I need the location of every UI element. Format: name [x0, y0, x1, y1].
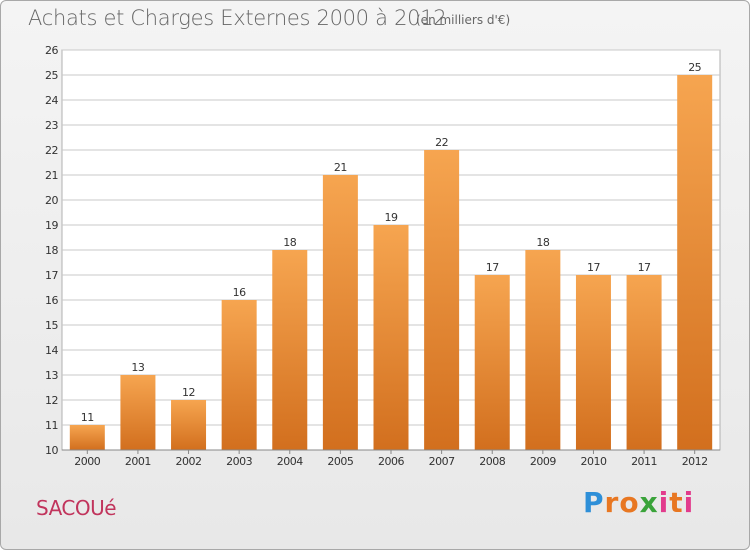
proxiti-logo: Proxiti	[583, 486, 694, 519]
bar	[525, 250, 561, 450]
y-tick-label: 23	[45, 119, 58, 132]
data-label: 12	[182, 386, 195, 399]
data-label: 11	[81, 411, 94, 424]
logo-letter: o	[619, 486, 640, 519]
y-tick-label: 22	[45, 144, 58, 157]
chart-subtitle: (en milliers d'€)	[416, 13, 511, 27]
data-label: 13	[131, 361, 144, 374]
data-label: 16	[233, 286, 246, 299]
y-tick-label: 12	[45, 394, 58, 407]
bar	[626, 275, 662, 450]
y-tick-label: 26	[45, 44, 58, 57]
chart-title: Achats et Charges Externes 2000 à 2012	[28, 6, 447, 30]
data-label: 17	[638, 261, 651, 274]
x-tick-label: 2001	[125, 455, 151, 468]
bar	[424, 150, 460, 450]
y-tick-label: 19	[45, 219, 58, 232]
logo-letter: t	[669, 486, 684, 519]
x-tick-label: 2003	[226, 455, 252, 468]
x-tick-label: 2002	[176, 455, 202, 468]
data-label: 22	[435, 136, 448, 149]
logo-letter: i	[683, 486, 695, 519]
data-label: 17	[587, 261, 600, 274]
y-tick-label: 18	[45, 244, 58, 257]
commune-name: SACOUé	[36, 496, 117, 520]
x-tick-label: 2009	[530, 455, 556, 468]
logo-letter: i	[658, 486, 670, 519]
bar	[120, 375, 156, 450]
bar	[677, 75, 713, 450]
x-tick-label: 2010	[580, 455, 606, 468]
y-tick-label: 17	[45, 269, 58, 282]
x-tick-label: 2004	[277, 455, 303, 468]
y-tick-label: 21	[45, 169, 58, 182]
y-tick-label: 14	[45, 344, 58, 357]
bar	[272, 250, 308, 450]
bar	[474, 275, 510, 450]
bar	[322, 175, 358, 450]
y-tick-label: 13	[45, 369, 58, 382]
logo-letter: P	[583, 486, 605, 519]
y-tick-label: 25	[45, 69, 58, 82]
x-tick-label: 2008	[479, 455, 505, 468]
bar	[373, 225, 409, 450]
data-label: 17	[486, 261, 499, 274]
y-tick-label: 11	[45, 419, 58, 432]
x-tick-label: 2006	[378, 455, 404, 468]
x-tick-label: 2007	[429, 455, 455, 468]
y-tick-label: 10	[45, 444, 58, 457]
logo-letter: r	[604, 486, 620, 519]
x-tick-label: 2000	[74, 455, 100, 468]
data-label: 18	[536, 236, 549, 249]
x-tick-label: 2005	[327, 455, 353, 468]
data-label: 21	[334, 161, 347, 174]
y-tick-label: 24	[45, 94, 58, 107]
logo-letter: x	[639, 486, 659, 519]
y-tick-label: 16	[45, 294, 58, 307]
data-label: 18	[283, 236, 296, 249]
bar	[575, 275, 611, 450]
y-tick-label: 15	[45, 319, 58, 332]
bar	[221, 300, 257, 450]
bar	[171, 400, 207, 450]
data-label: 25	[688, 61, 701, 74]
x-tick-label: 2011	[631, 455, 657, 468]
bar	[69, 425, 105, 450]
y-tick-label: 20	[45, 194, 58, 207]
x-tick-label: 2012	[682, 455, 708, 468]
data-label: 19	[385, 211, 398, 224]
